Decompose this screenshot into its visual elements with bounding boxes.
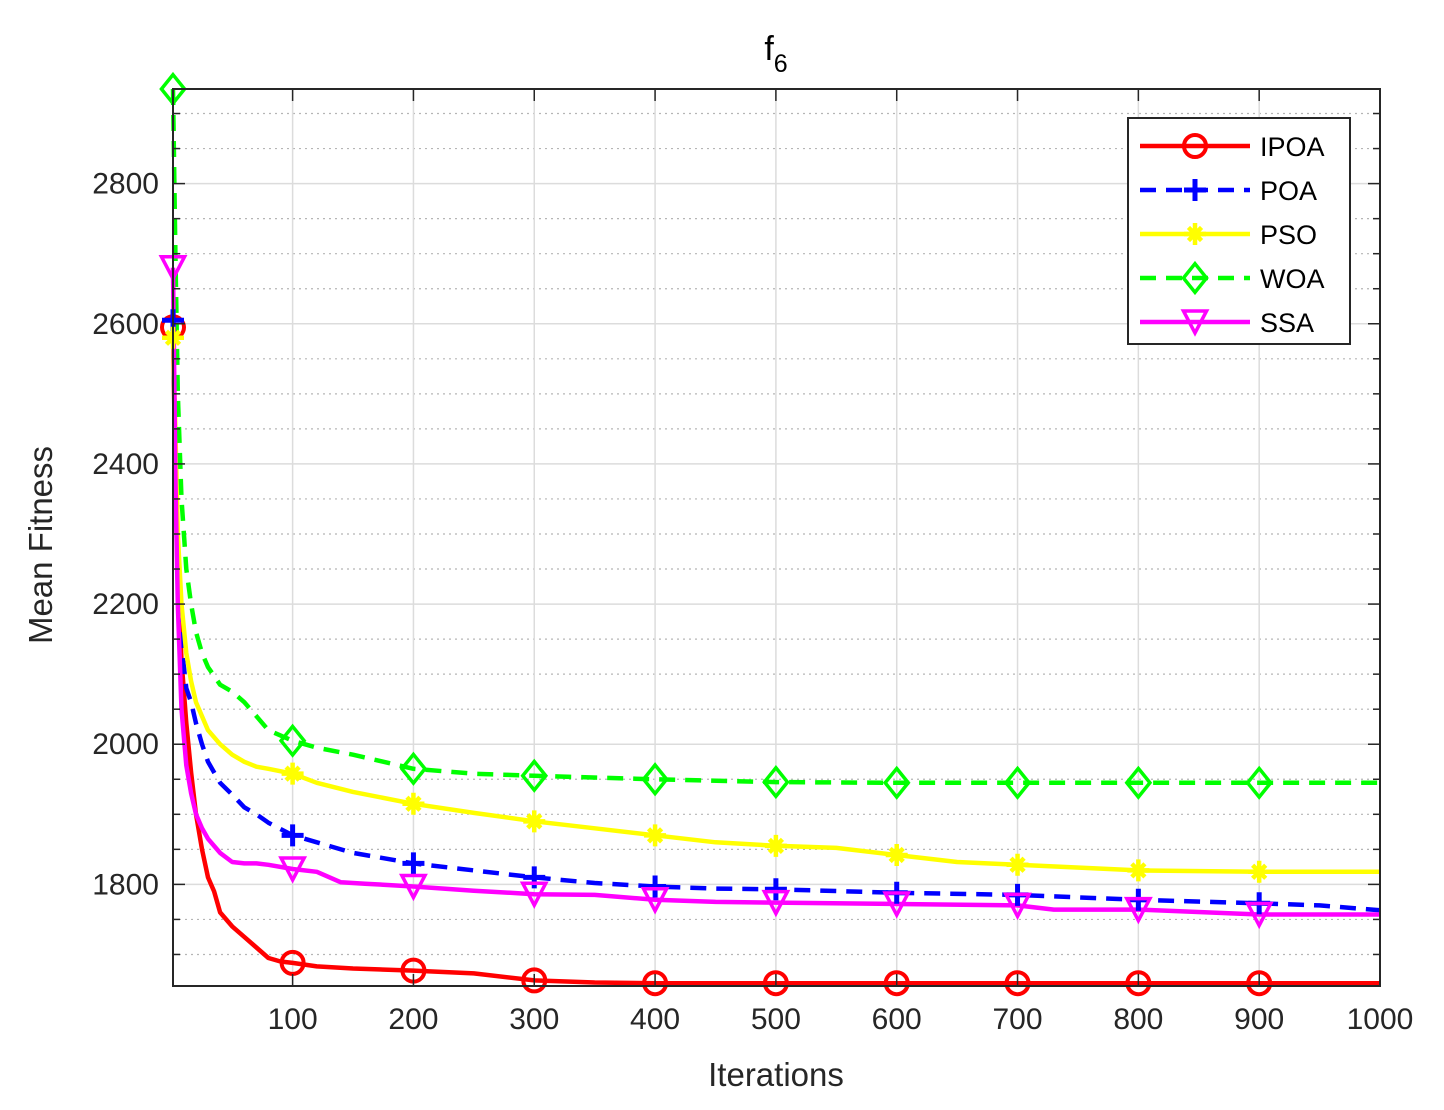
series-line-woa — [170, 88, 1380, 786]
marker-ipoa — [521, 967, 548, 994]
x-tick-label: 500 — [751, 1003, 801, 1036]
marker-woa — [1245, 765, 1273, 800]
marker-woa — [520, 758, 549, 793]
marker-ipoa — [1246, 970, 1273, 997]
marker-pso — [885, 843, 908, 866]
marker-pso — [764, 834, 787, 857]
x-axis-label: Iterations — [708, 1056, 844, 1093]
axis-ticks: 100 200 300 400 500 600 700 800 900 1000 1800 2000 2… — [92, 89, 1413, 1036]
marker-woa — [641, 762, 669, 797]
marker-woa — [1003, 765, 1032, 800]
marker-ssa — [1003, 892, 1032, 921]
marker-ipoa — [883, 970, 910, 997]
marker-pso — [402, 792, 425, 815]
y-tick-label: 2200 — [92, 588, 159, 621]
marker-ssa — [882, 891, 912, 919]
chart-title: f6 — [764, 30, 787, 78]
y-axis-label: Mean Fitness — [22, 446, 59, 644]
x-tick-label: 300 — [509, 1003, 559, 1036]
marker-ipoa — [1125, 970, 1152, 997]
x-tick-label: 600 — [872, 1003, 922, 1036]
series-line-ipoa — [170, 327, 1380, 986]
marker-ssa — [1123, 896, 1153, 925]
legend: IPOA POA PSO WOA SSA — [1127, 117, 1351, 345]
chart-title-main: f — [764, 30, 774, 68]
marker-pso — [1248, 860, 1271, 883]
series-line-ssa — [170, 267, 1380, 917]
marker-pso — [644, 824, 667, 847]
marker-poa — [644, 875, 667, 898]
legend-marker-ipoa — [1182, 133, 1208, 159]
legend-marker-ssa — [1180, 309, 1210, 337]
marker-ipoa — [642, 970, 669, 997]
x-tick-label: 100 — [268, 1003, 318, 1036]
marker-ssa — [640, 887, 670, 915]
marker-pso — [1006, 853, 1029, 876]
marker-woa — [762, 764, 790, 800]
chart-title-subscript: 6 — [774, 50, 788, 78]
marker-woa — [882, 765, 911, 800]
series-line-poa — [170, 320, 1381, 913]
marker-woa — [399, 751, 428, 786]
marker-pso — [1127, 859, 1150, 882]
x-tick-label: 200 — [388, 1003, 438, 1036]
legend-marker-woa — [1181, 260, 1209, 296]
legend-marker-poa — [1184, 179, 1206, 201]
marker-ipoa — [762, 970, 789, 997]
x-tick-label: 1000 — [1347, 1003, 1414, 1036]
marker-ipoa — [1004, 970, 1031, 997]
marker-woa — [278, 723, 307, 758]
legend-marker-pso — [1184, 223, 1206, 245]
marker-ipoa — [279, 949, 306, 976]
marker-ssa — [1244, 901, 1274, 930]
y-tick-label: 2600 — [92, 308, 159, 341]
y-tick-label: 1800 — [92, 868, 159, 901]
y-tick-label: 2000 — [92, 728, 159, 761]
marker-ssa — [519, 881, 549, 909]
y-tick-label: 2400 — [92, 448, 159, 481]
legend-label-poa: POA — [1260, 176, 1317, 206]
marker-ssa — [278, 856, 308, 884]
x-tick-label: 800 — [1113, 1003, 1163, 1036]
marker-poa — [281, 824, 304, 847]
marker-pso — [523, 810, 546, 833]
legend-label-pso: PSO — [1260, 220, 1317, 250]
legend-label-ssa: SSA — [1260, 308, 1314, 338]
y-tick-label: 2800 — [92, 168, 159, 201]
legend-box — [1127, 117, 1351, 345]
legend-label-ipoa: IPOA — [1260, 132, 1325, 162]
marker-woa — [1124, 765, 1153, 800]
x-tick-label: 900 — [1234, 1003, 1284, 1036]
marker-pso — [281, 762, 304, 785]
marker-ssa — [761, 889, 791, 918]
x-tick-label: 400 — [630, 1003, 680, 1036]
x-tick-label: 700 — [993, 1003, 1043, 1036]
marker-poa — [764, 878, 787, 901]
marker-poa — [402, 852, 425, 875]
marker-ssa — [398, 873, 428, 902]
legend-label-woa: WOA — [1260, 264, 1325, 294]
